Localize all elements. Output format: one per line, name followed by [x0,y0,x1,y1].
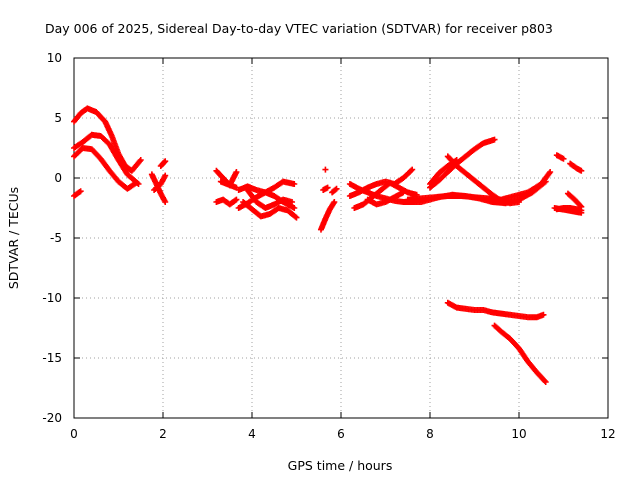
series-arc18 [329,185,340,196]
x-tick-label: 6 [337,427,345,441]
x-tick-label: 4 [248,427,256,441]
x-tick-label: 2 [159,427,167,441]
data-point [409,166,416,173]
data-point [161,159,168,166]
data-point [233,169,240,175]
y-tick-label: -5 [50,231,62,245]
series-arc23 [404,169,554,203]
series-arc19 [346,166,416,199]
x-axis-title: GPS time / hours [288,458,393,473]
series-arc22 [364,189,407,208]
series-arc31 [553,152,567,162]
data-point [162,158,169,165]
data-point [578,167,585,174]
y-tick-label: 10 [47,51,62,65]
data-point [408,167,415,174]
data-point [541,377,548,384]
series-arc17 [322,166,329,173]
data-point [547,169,554,175]
series-arc15 [317,199,338,233]
series-arc33 [564,190,585,210]
x-tick-label: 12 [600,427,615,441]
x-tick-label: 8 [426,427,434,441]
data-points [71,105,585,385]
y-tick-label: -20 [42,411,62,425]
data-point [322,166,329,173]
series-arc16 [320,184,331,193]
data-point [291,205,298,211]
chart-title: Day 006 of 2025, Sidereal Day-to-day VTE… [45,21,553,36]
series-arc4 [71,188,84,199]
y-tick-labels: 10 5 0 -5 -10 -15 -20 [42,51,62,425]
data-point [292,213,299,220]
data-point [577,202,584,209]
data-point [332,186,339,193]
data-point [162,172,169,179]
data-point [137,157,144,163]
y-tick-label: -15 [42,351,62,365]
series-arc2 [71,131,142,187]
data-point [291,181,298,187]
y-tick-label: 5 [54,111,62,125]
series-arc9 [217,169,240,189]
series-arc13 [240,199,300,221]
x-tick-labels: 0 2 4 6 8 10 12 [70,427,615,441]
data-point [491,136,498,143]
data-point [578,203,585,210]
series-arc28 [491,322,549,385]
series-arc26 [444,153,522,207]
series-arc6 [151,172,169,193]
data-point [516,199,522,205]
x-tick-label: 10 [511,427,526,441]
y-tick-label: 0 [54,171,62,185]
data-point [333,185,340,192]
data-point [331,199,338,205]
x-tick-label: 0 [70,427,78,441]
series-arc32 [567,160,585,174]
series-arc3 [71,145,140,192]
data-point [133,179,140,186]
data-point [293,214,300,221]
y-tick-label: -10 [42,291,62,305]
series-arc10 [213,196,240,208]
y-axis-title: SDTVAR / TECUs [6,187,21,289]
data-point [289,199,296,205]
data-point [233,196,240,203]
axis-ticks [73,57,609,419]
data-point [400,189,407,196]
series-arc27 [444,299,547,321]
series-arc24 [427,136,498,191]
data-point [540,311,547,318]
data-point [324,184,331,191]
series-arc14 [244,187,296,211]
data-point [542,379,549,385]
data-point [560,155,567,162]
series-arc7 [157,158,169,169]
data-point [162,199,169,205]
data-point [77,188,84,195]
